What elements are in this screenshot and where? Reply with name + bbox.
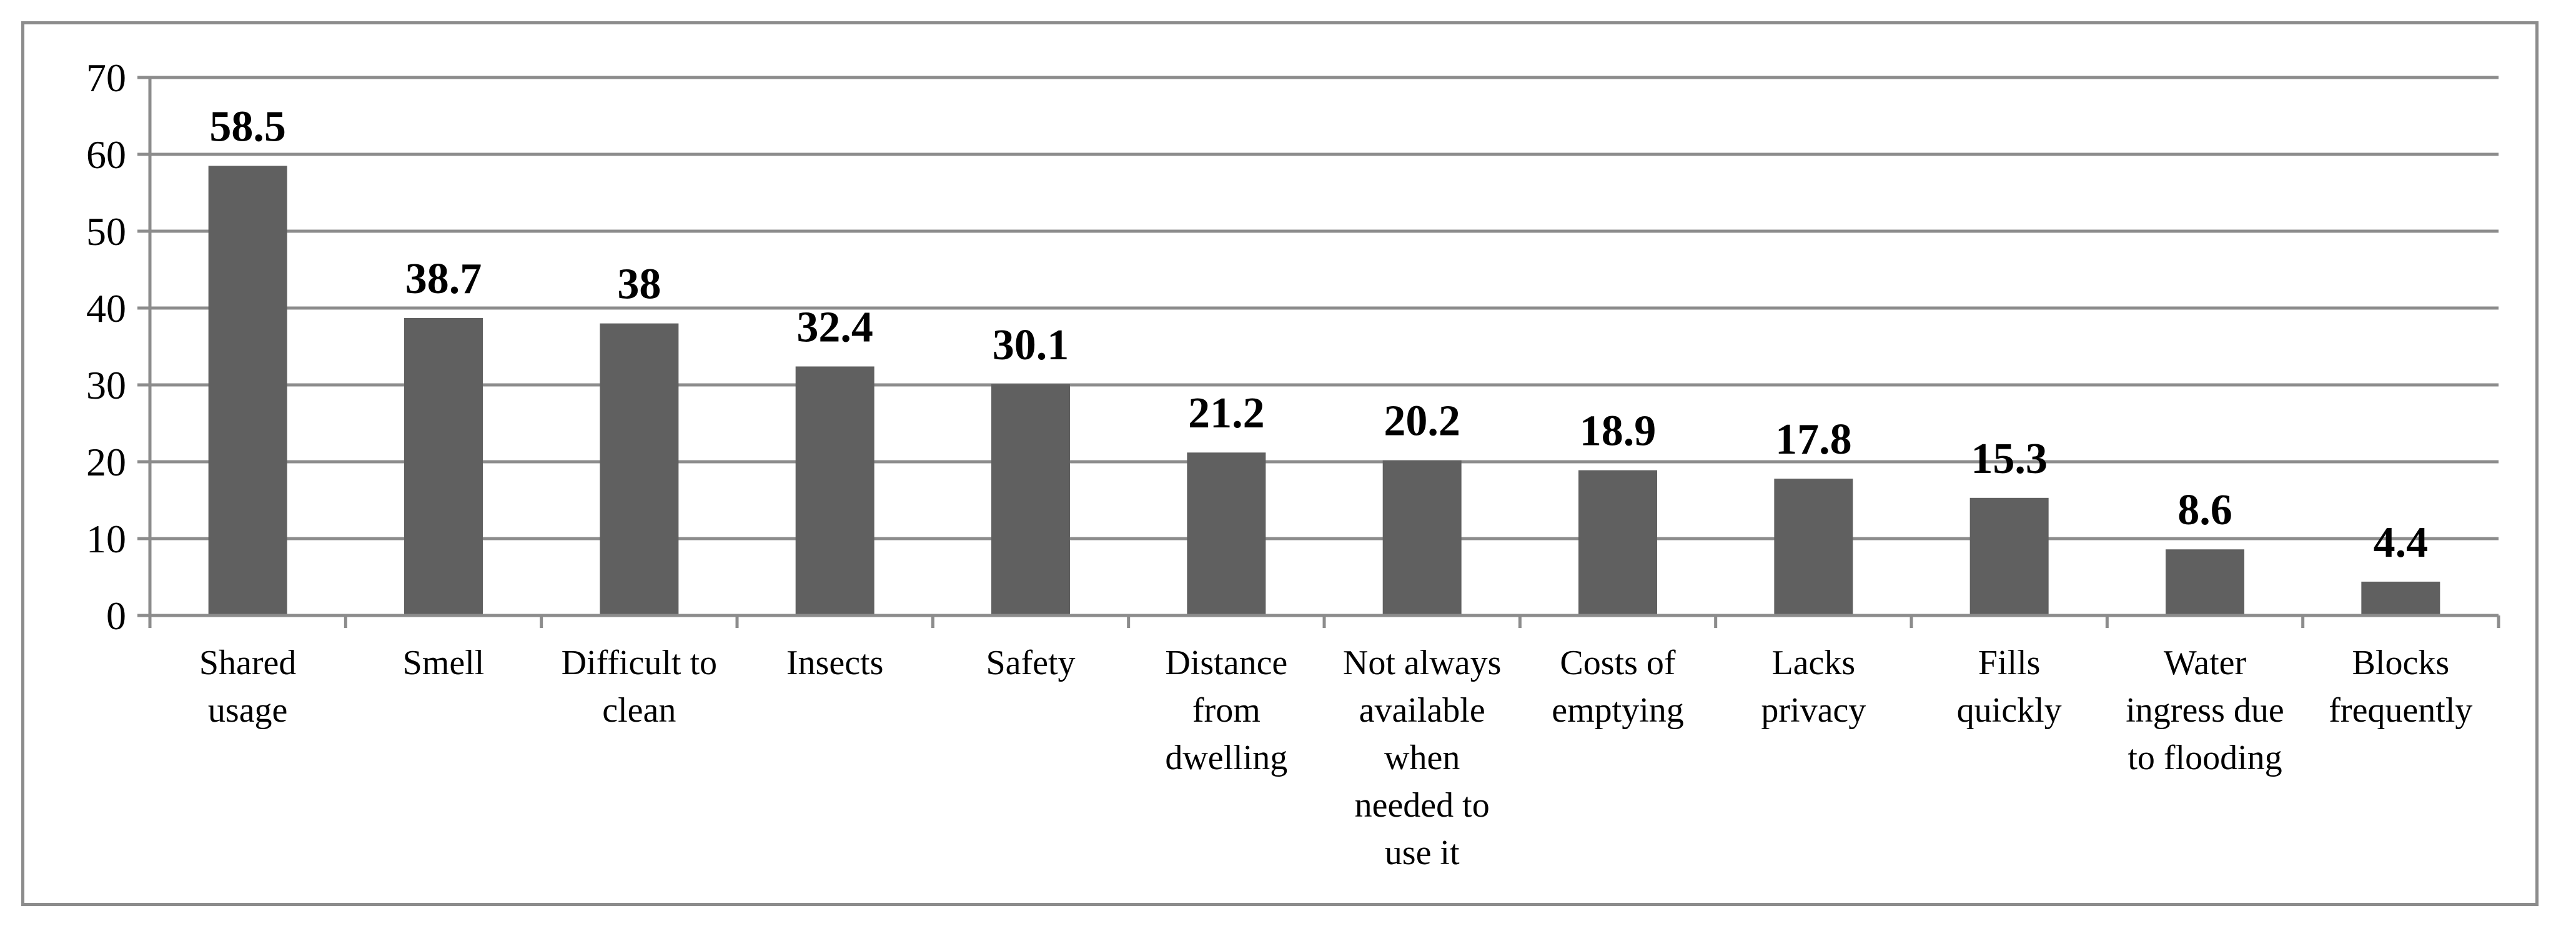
grid-lines xyxy=(150,76,2499,540)
bar xyxy=(2361,581,2440,615)
y-tick-label: 0 xyxy=(106,594,126,638)
labels: 0 10 20 30 40 50 60 70 58.5 Shared usage 38.7 Smell 3… xyxy=(86,56,2472,872)
bar xyxy=(208,166,287,615)
data-label: 32.4 xyxy=(796,303,873,351)
bars xyxy=(208,166,2440,615)
data-label: 58.5 xyxy=(209,102,286,151)
category-label: Distance from dwelling xyxy=(1165,644,1287,777)
data-label: 38 xyxy=(617,261,661,309)
data-label: 30.1 xyxy=(993,321,1069,369)
data-label: 21.2 xyxy=(1188,389,1265,437)
y-tick-label: 60 xyxy=(86,132,126,177)
data-label: 4.4 xyxy=(2374,519,2429,567)
bar xyxy=(600,323,679,615)
data-label: 15.3 xyxy=(1971,435,2048,483)
bar xyxy=(1187,452,1266,615)
data-label: 20.2 xyxy=(1384,397,1460,446)
category-label: Lacks privacy xyxy=(1761,644,1866,730)
category-label: Safety xyxy=(986,644,1075,682)
y-tick-label: 20 xyxy=(86,440,126,484)
category-label: Costs of emptying xyxy=(1552,644,1684,730)
bar xyxy=(795,366,874,615)
y-tick-label: 40 xyxy=(86,286,126,331)
bar xyxy=(1578,470,1657,615)
category-label: Not always available when needed to use it xyxy=(1343,644,1502,872)
bar xyxy=(2166,549,2244,615)
y-tick-label: 10 xyxy=(86,517,126,561)
category-label: Blocks frequently xyxy=(2329,644,2472,730)
bar xyxy=(1774,479,1853,615)
bar xyxy=(991,384,1070,615)
data-label: 17.8 xyxy=(1775,416,1852,464)
data-label: 18.9 xyxy=(1580,407,1657,456)
y-tick-label: 30 xyxy=(86,363,126,407)
category-label: Shared usage xyxy=(199,644,297,730)
y-tick-label: 70 xyxy=(86,56,126,100)
bar xyxy=(1969,497,2049,615)
category-label: Water ingress due to flooding xyxy=(2126,644,2284,777)
category-label: Insects xyxy=(786,644,884,682)
category-label: Fills quickly xyxy=(1957,644,2062,730)
axes xyxy=(137,76,2500,628)
bar xyxy=(1382,460,1462,615)
y-tick-label: 50 xyxy=(86,209,126,254)
data-label: 38.7 xyxy=(405,255,482,303)
category-label: Difficult to clean xyxy=(562,644,717,730)
category-label: Smell xyxy=(403,644,485,682)
data-label: 8.6 xyxy=(2177,486,2232,534)
bar xyxy=(404,317,483,615)
